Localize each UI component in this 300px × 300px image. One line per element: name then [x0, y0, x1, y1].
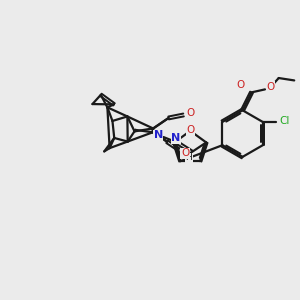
Text: O: O: [181, 148, 189, 158]
Text: N: N: [171, 133, 180, 143]
Text: H: H: [185, 154, 192, 163]
Text: O: O: [266, 82, 275, 92]
Text: O: O: [236, 80, 244, 90]
Text: O: O: [186, 125, 194, 135]
Text: N: N: [154, 130, 163, 140]
Text: Cl: Cl: [279, 116, 290, 126]
Text: O: O: [186, 108, 194, 118]
